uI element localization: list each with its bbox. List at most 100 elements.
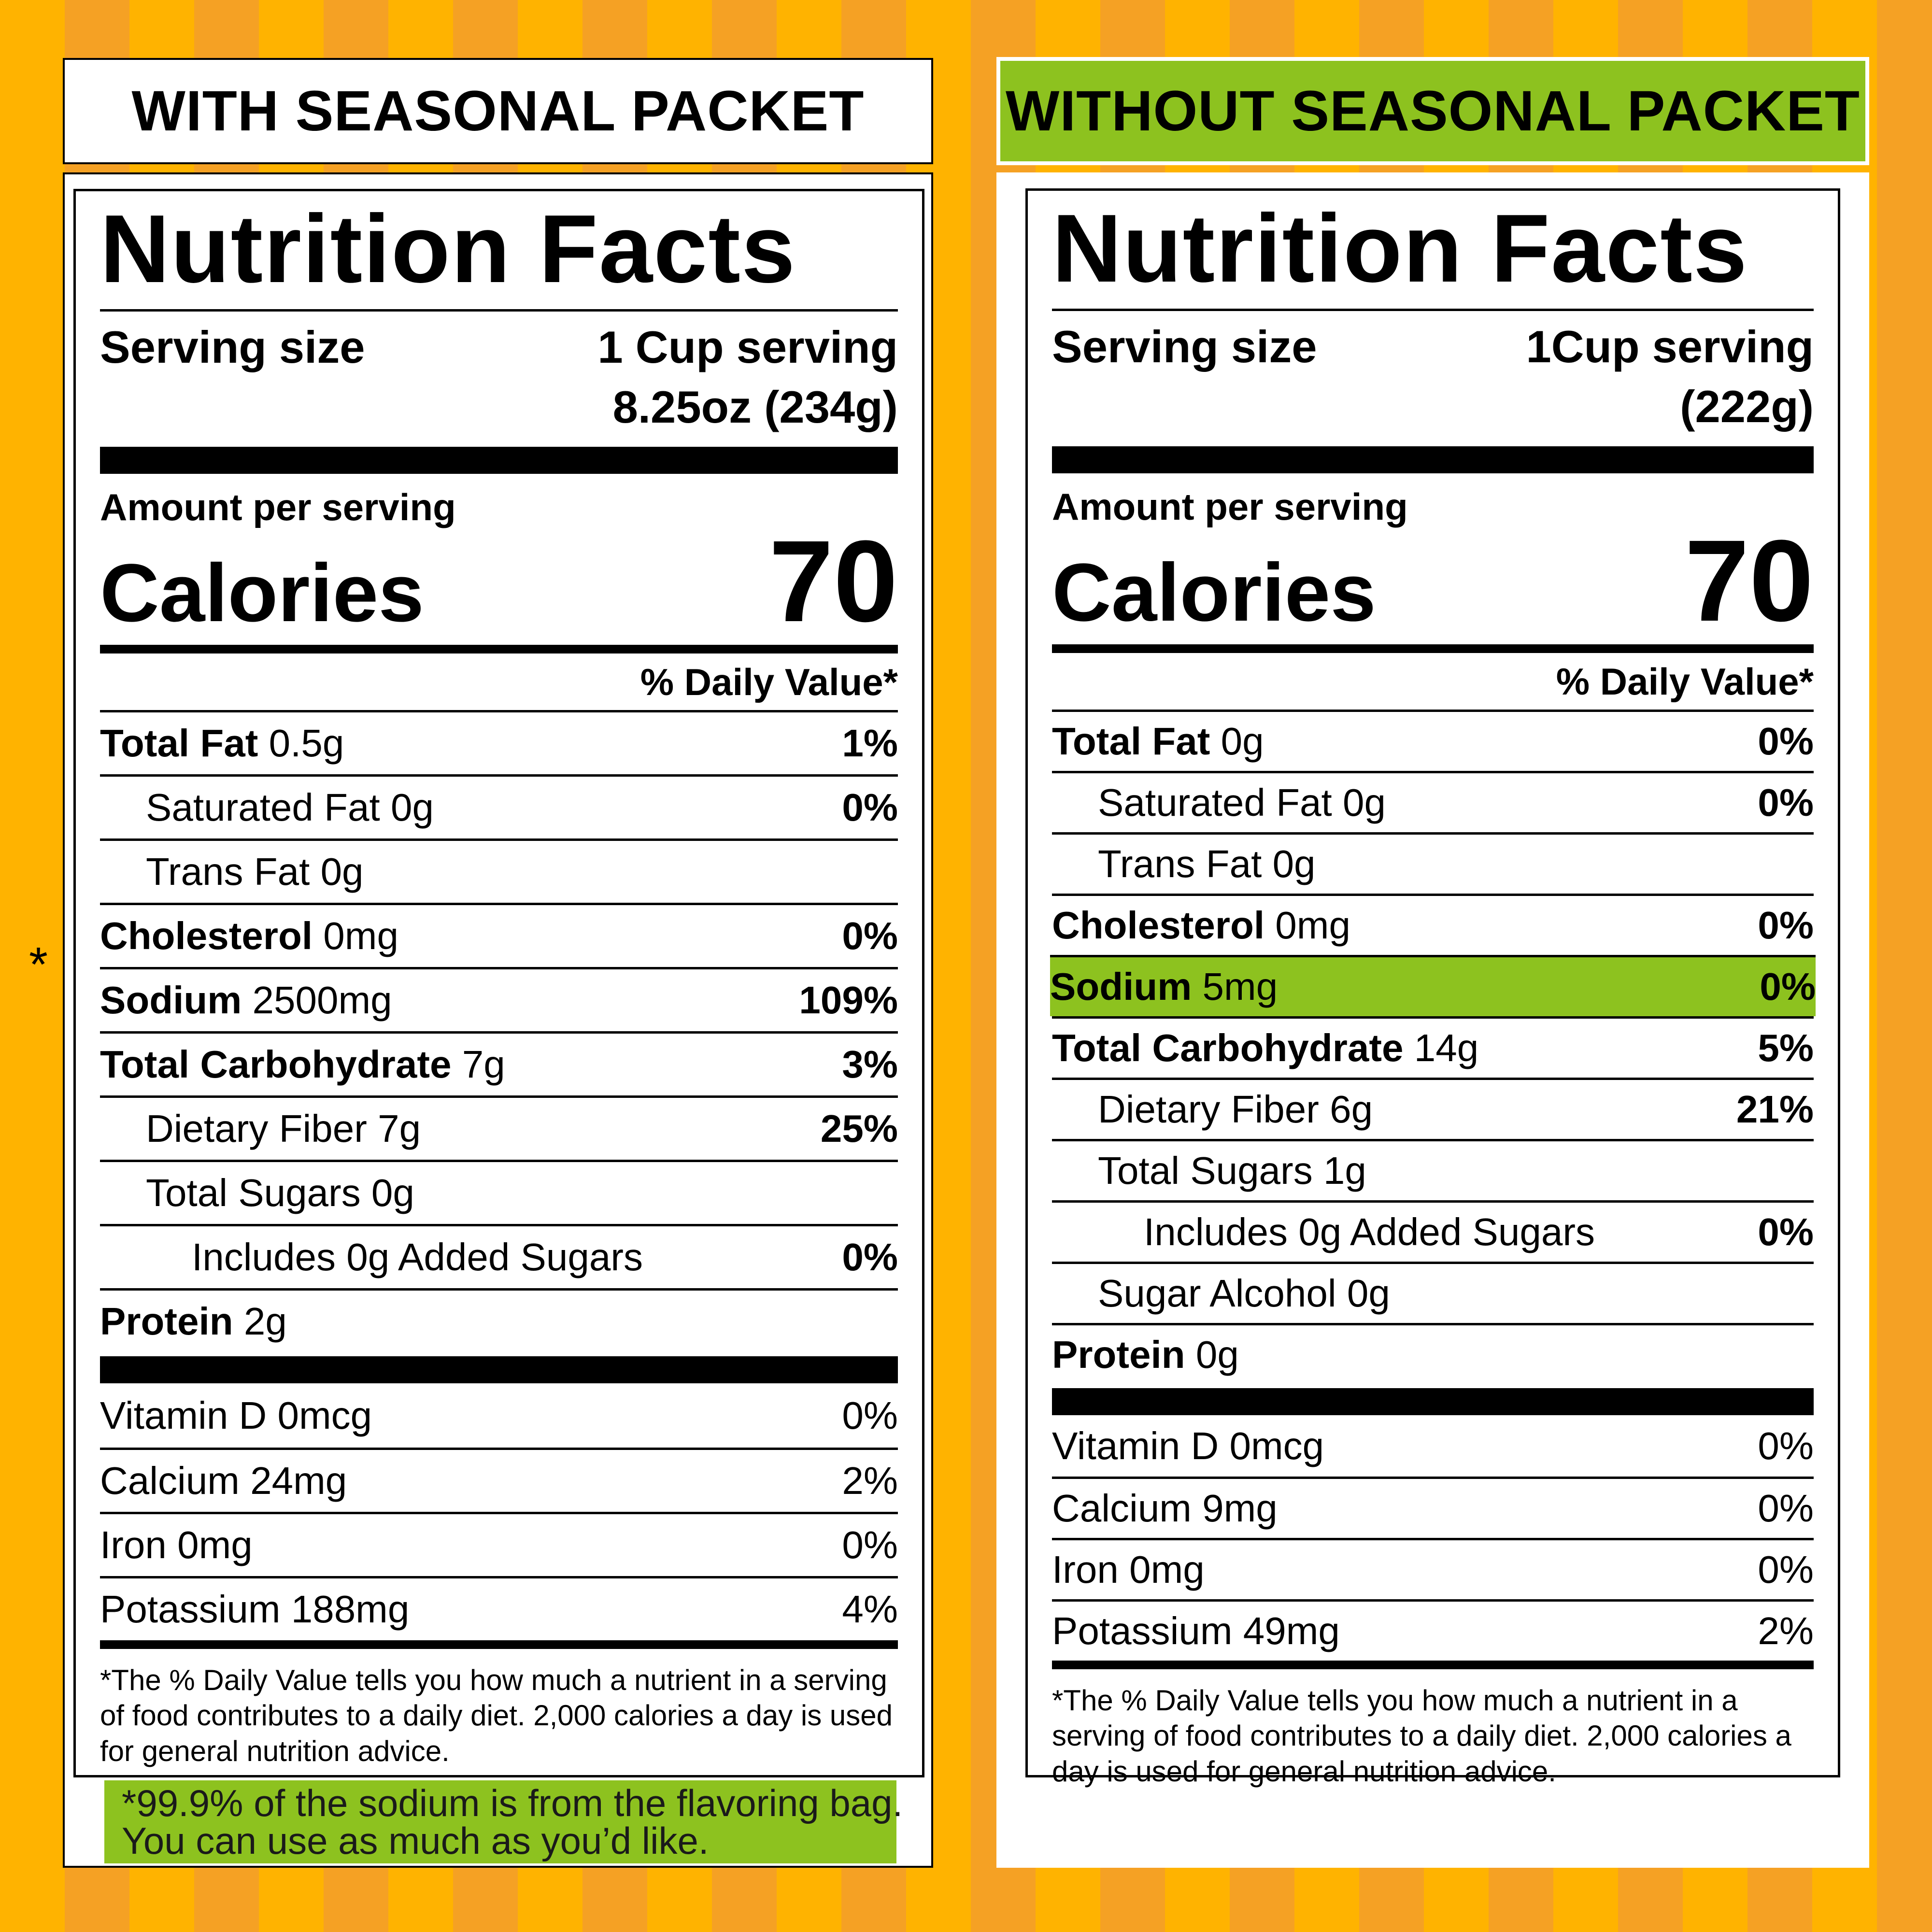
nutrient-daily-value: 0% (842, 786, 898, 829)
vitamin-daily-value: 0% (842, 1523, 898, 1567)
divider (1052, 1388, 1814, 1416)
nutrient-bold-label: Total Carbohydrate (1052, 1026, 1404, 1070)
amount-per-serving: Amount per serving (100, 486, 456, 529)
calories-label: Calories (1052, 546, 1376, 639)
nutrient-bold-label: Protein (100, 1300, 233, 1343)
vitamin-name: Calcium 9mg (1052, 1487, 1278, 1530)
nutrient-amount: 0mg (1264, 904, 1350, 947)
nutrient-name: Total Carbohydrate 14g (1052, 1026, 1478, 1070)
daily-value-footnote: *The % Daily Value tells you how much a … (1052, 1684, 1791, 1788)
vitamin-name: Vitamin D 0mcg (1052, 1424, 1324, 1467)
nutrient-bold-label: Cholesterol (1052, 904, 1265, 947)
vitamin-name: Vitamin D 0mcg (100, 1393, 372, 1437)
sodium-asterisk: * (29, 938, 48, 992)
sodium-note-line1: *99.9% of the sodium is from the flavori… (122, 1782, 903, 1824)
nutrient-bold-label: Sodium (100, 979, 242, 1022)
nutrient-row: Total Sugars 0g (100, 1160, 898, 1224)
nutrient-daily-value: 21% (1736, 1088, 1814, 1131)
nutrient-name: Total Fat 0g (1052, 719, 1264, 764)
without-packet-header: WITHOUT SEASONAL PACKET (996, 57, 1869, 165)
divider (100, 447, 898, 474)
divider (100, 309, 898, 312)
nutrient-name: Saturated Fat 0g (1098, 781, 1386, 825)
vitamin-name: Iron 0mg (1052, 1548, 1205, 1591)
serving-size-line2: (222g) (1680, 381, 1814, 432)
vitamin-name: Iron 0mg (100, 1523, 253, 1567)
nutrient-amount: Sugar Alcohol 0g (1098, 1272, 1390, 1315)
nutrient-name: Protein 2g (100, 1299, 287, 1344)
nutrient-name: Trans Fat 0g (146, 850, 364, 894)
nutrient-row: Trans Fat 0g (1052, 832, 1814, 894)
serving-size-line1: 1Cup serving (1526, 321, 1814, 372)
serving-size-line1: 1 Cup serving (597, 322, 898, 372)
nutrient-amount: 5mg (1192, 965, 1278, 1009)
vitamin-rows: Vitamin D 0mcg 0% Calcium 24mg 2% Iron 0mg 0%… (100, 1383, 898, 1640)
nutrient-name: Dietary Fiber 7g (146, 1107, 421, 1151)
nutrient-name: Saturated Fat 0g (146, 785, 434, 830)
nutrient-amount: Includes 0g Added Sugars (1144, 1210, 1595, 1254)
vitamin-row: Calcium 9mg 0% (1052, 1477, 1814, 1538)
nutrient-daily-value: 0% (1760, 965, 1816, 1009)
nutrient-daily-value: 0% (1758, 904, 1814, 947)
nutrient-rows: Total Fat 0.5g 1% Saturated Fat 0g 0% Trans … (100, 710, 898, 1352)
nutrient-amount: 0.5g (258, 722, 344, 765)
nutrient-amount: 0mg (313, 914, 398, 958)
nutrient-name: Includes 0g Added Sugars (192, 1235, 643, 1279)
nutrient-row: Protein 2g (100, 1288, 898, 1352)
nutrition-label: Nutrition Facts Serving size 1Cup servin… (1025, 188, 1840, 1788)
vitamin-daily-value: 4% (842, 1588, 898, 1631)
nutrient-amount: Dietary Fiber 6g (1098, 1088, 1373, 1131)
nutrient-row: Cholesterol 0mg 0% (1052, 894, 1814, 955)
calories-value: 70 (1685, 516, 1814, 646)
serving-size-line2: 8.25oz (234g) (612, 382, 898, 433)
daily-value-header: % Daily Value* (640, 661, 898, 704)
nutrient-bold-label: Protein (1052, 1333, 1185, 1377)
serving-size-value: 1Cup serving (222g) (1526, 317, 1814, 437)
nutrient-amount: Includes 0g Added Sugars (192, 1236, 643, 1279)
nutrient-name: Sodium 2500mg (100, 978, 392, 1023)
divider (1052, 446, 1814, 474)
vitamin-row: Calcium 24mg 2% (100, 1448, 898, 1512)
nutrient-name: Total Sugars 1g (1098, 1149, 1366, 1193)
nutrient-daily-value: 0% (1758, 1210, 1814, 1254)
nutrient-row: Saturated Fat 0g 0% (1052, 771, 1814, 832)
nutrition-label: Nutrition Facts Serving size 1 Cup servi… (73, 189, 924, 1777)
calories-row: Calories 70 (100, 523, 898, 645)
nutrient-amount: Total Sugars 1g (1098, 1149, 1366, 1193)
nutrient-name: Dietary Fiber 6g (1098, 1087, 1373, 1132)
vitamin-name: Calcium 24mg (100, 1459, 347, 1503)
nutrient-amount: Saturated Fat 0g (146, 786, 434, 829)
nutrient-amount: Trans Fat 0g (1098, 842, 1316, 886)
serving-size-label: Serving size (1052, 321, 1317, 372)
nutrient-amount: Saturated Fat 0g (1098, 781, 1386, 824)
nutrient-row: Trans Fat 0g (100, 838, 898, 903)
nutrient-daily-value: 5% (1758, 1026, 1814, 1070)
nutrient-daily-value: 25% (820, 1107, 898, 1151)
nutrient-amount: Trans Fat 0g (146, 850, 364, 894)
nutrient-daily-value: 0% (842, 1236, 898, 1279)
nutrient-row: Protein 0g (1052, 1323, 1814, 1384)
nutrient-daily-value: 0% (1758, 720, 1814, 763)
nutrient-name: Cholesterol 0mg (100, 914, 398, 958)
nutrient-daily-value: 0% (842, 914, 898, 958)
daily-value-header: % Daily Value* (1556, 660, 1814, 703)
nutrient-bold-label: Sodium (1050, 965, 1192, 1009)
serving-size-value: 1 Cup serving 8.25oz (234g) (597, 317, 898, 437)
nutrient-name: Total Fat 0.5g (100, 721, 344, 766)
nutrient-row: Total Fat 0g 0% (1052, 710, 1814, 771)
serving-size-label: Serving size (100, 322, 365, 372)
daily-value-footnote: *The % Daily Value tells you how much a … (100, 1664, 893, 1767)
nutrition-facts-title: Nutrition Facts (100, 195, 796, 303)
with-packet-card: Nutrition Facts Serving size 1 Cup servi… (63, 172, 933, 1868)
vitamin-row: Potassium 188mg 4% (100, 1576, 898, 1640)
vitamin-daily-value: 2% (1758, 1609, 1814, 1653)
nutrient-row: Sugar Alcohol 0g (1052, 1262, 1814, 1323)
nutrient-name: Cholesterol 0mg (1052, 903, 1350, 948)
nutrient-name: Includes 0g Added Sugars (1144, 1210, 1595, 1254)
nutrient-name: Protein 0g (1052, 1333, 1239, 1377)
nutrient-row: Total Fat 0.5g 1% (100, 710, 898, 774)
vitamin-daily-value: 0% (842, 1393, 898, 1437)
nutrient-bold-label: Total Fat (100, 722, 258, 765)
vitamin-row: Iron 0mg 0% (1052, 1538, 1814, 1599)
nutrient-amount: Total Sugars 0g (146, 1171, 414, 1215)
